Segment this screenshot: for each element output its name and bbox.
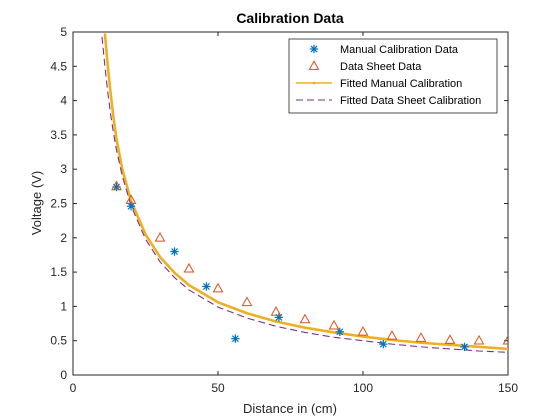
data-point	[460, 342, 469, 352]
legend-label: Fitted Data Sheet Calibration	[340, 95, 481, 107]
data-point	[154, 231, 166, 242]
data-point	[328, 319, 340, 330]
legend-label: Manual Calibration Data	[340, 44, 459, 56]
data-point	[473, 334, 485, 345]
y-tick-label: 4.5	[50, 59, 67, 73]
legend-box	[288, 38, 498, 114]
y-tick-label: 5	[60, 25, 67, 39]
data-point	[357, 325, 369, 336]
y-tick-label: 3	[60, 162, 67, 176]
x-tick-label: 50	[211, 381, 225, 395]
data-point	[202, 282, 211, 291]
legend-item: Data Sheet Data	[308, 60, 422, 73]
series-line-3	[101, 36, 508, 353]
data-point	[444, 334, 456, 344]
series-layer	[101, 33, 508, 353]
data-point	[170, 247, 179, 256]
data-point	[502, 334, 508, 345]
y-tick-label: 1	[60, 299, 67, 313]
data-point	[126, 202, 136, 211]
legend: Manual Calibration Data Data Sheet Data Fi…	[288, 38, 498, 114]
y-tick-label: 3.5	[50, 128, 67, 142]
data-point	[183, 262, 195, 273]
y-axis-label: Voltage (V)	[29, 171, 44, 235]
x-tick-label: 150	[498, 381, 518, 395]
legend-item: Fitted Manual Calibration	[296, 78, 462, 90]
series-line-2	[103, 33, 508, 351]
data-point	[241, 296, 253, 307]
legend-label: Fitted Manual Calibration	[340, 78, 462, 90]
legend-item: Fitted Data Sheet Calibration	[296, 95, 481, 107]
data-point	[125, 194, 137, 204]
data-point	[299, 313, 311, 324]
y-tick-label: 0	[60, 368, 67, 382]
data-point	[111, 180, 122, 191]
data-point	[270, 306, 282, 316]
y-tick-label: 2.5	[50, 197, 67, 211]
x-tick-label: 0	[70, 381, 77, 395]
y-tick-label: 0.5	[50, 334, 67, 348]
y-tick-label: 1.5	[50, 265, 67, 279]
chart-title: Calibration Data	[236, 10, 344, 26]
y-tick-label: 2	[60, 231, 67, 245]
x-tick-label: 100	[353, 381, 373, 395]
legend-item: Manual Calibration Data	[309, 44, 459, 56]
y-axis: 0 0.5 1 1.5 2 2.5 3 3.5 4 4.5 5	[50, 25, 508, 382]
data-point	[379, 339, 388, 349]
data-point	[386, 330, 398, 340]
x-axis: 0 50 100 150	[70, 32, 518, 395]
data-point	[274, 313, 284, 322]
data-point	[212, 282, 224, 293]
data-point	[335, 327, 344, 336]
data-point	[415, 332, 427, 342]
y-tick-label: 4	[60, 94, 67, 108]
data-point	[231, 334, 240, 343]
legend-label: Data Sheet Data	[340, 61, 422, 73]
x-axis-label: Distance in (cm)	[243, 401, 337, 416]
